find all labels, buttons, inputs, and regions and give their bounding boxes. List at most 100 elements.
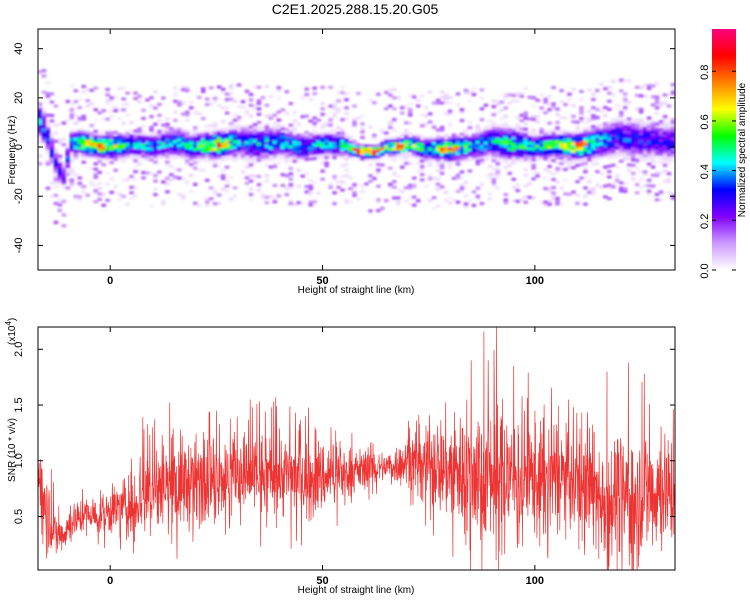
spectrogram-cell <box>268 154 274 158</box>
spectrogram-cell <box>65 162 71 166</box>
spectrogram-cell <box>324 142 329 146</box>
spectrogram-cell <box>296 184 302 189</box>
spectrogram-cell <box>495 173 501 177</box>
spectrogram-cell <box>579 119 584 123</box>
spectrogram-cell <box>439 136 445 140</box>
spectrogram-cell <box>149 171 154 176</box>
spectrogram-cell <box>65 145 71 150</box>
spectrogram-cell <box>630 177 636 181</box>
spectrogram-cell <box>220 141 226 145</box>
spectrogram-cell <box>38 70 43 74</box>
spectrogram-cell <box>276 110 282 114</box>
spectrogram-cell <box>73 197 79 201</box>
spectrogram-cell <box>483 138 489 143</box>
spectrogram-cell <box>614 122 620 126</box>
spectrogram-cell <box>626 133 632 137</box>
spectrogram-cell <box>157 140 162 144</box>
spectrogram-cell <box>153 144 158 148</box>
spectrogram-cell <box>583 126 588 131</box>
spectrogram-cell <box>312 156 317 161</box>
spectrogram-cell <box>109 136 114 140</box>
spectrogram-cell <box>595 134 600 139</box>
spectrogram-cell <box>579 98 584 102</box>
spectrogram-cell <box>204 151 210 155</box>
spectrogram-cell <box>543 151 548 156</box>
spectrogram-cell <box>288 177 294 181</box>
spectrogram-cell <box>208 124 214 128</box>
spectrogram-cell <box>618 113 624 117</box>
spectrogram-cell <box>555 161 560 165</box>
spectrogram-cell <box>117 138 122 142</box>
spectrogram-cell <box>455 157 461 161</box>
spectrogram-cell <box>49 146 55 150</box>
spectrogram-cell <box>173 148 178 152</box>
colorbar-tick-label: 0.8 <box>699 65 711 80</box>
spectrogram-cell <box>646 135 652 139</box>
spectrogram-cell <box>57 203 63 207</box>
spectrogram-cell <box>491 129 497 133</box>
spectrogram-cell <box>288 166 294 171</box>
spectrogram-cell <box>260 196 266 200</box>
spectrogram-cell <box>268 195 274 199</box>
spectrogram-cell <box>587 136 592 140</box>
spectrogram-cell <box>340 91 345 95</box>
spectrogram-cell <box>567 192 572 196</box>
spectrogram-cell <box>618 135 624 139</box>
spectrogram-cell <box>511 139 517 143</box>
spectrogram-cell <box>459 135 465 139</box>
spectrogram-cell <box>248 163 254 167</box>
spectrogram-cell <box>93 140 99 144</box>
spectrogram-cell <box>551 177 556 182</box>
spectrogram-cell <box>575 128 580 132</box>
spectrogram-cell <box>487 129 493 133</box>
spectrogram-cell <box>376 198 381 202</box>
y-tick-label: 0.5 <box>13 509 25 524</box>
spectrogram-cell <box>157 137 162 142</box>
spectrogram-cell <box>419 167 425 171</box>
spectrogram-cell <box>583 129 588 133</box>
spectrogram-cell <box>503 130 509 134</box>
spectrogram-cell <box>543 143 548 147</box>
spectrogram-cell <box>292 140 298 144</box>
spectrogram-cell <box>129 131 134 135</box>
spectrogram-cell <box>630 117 636 121</box>
spectrogram-cell <box>475 197 481 201</box>
spectrogram-cell <box>308 133 314 137</box>
spectrogram-cell <box>121 194 126 198</box>
spectrogram-cell <box>208 137 214 141</box>
spectrogram-cell <box>200 130 206 134</box>
spectrogram-cell <box>224 157 230 161</box>
spectrogram-cell <box>503 136 509 140</box>
x-tick-label: 50 <box>316 275 328 287</box>
spectrogram-cell <box>559 148 564 152</box>
spectrogram-cell <box>236 148 242 152</box>
spectrogram-cell <box>133 132 138 136</box>
spectrogram-cell <box>272 135 278 139</box>
spectrogram-cell <box>439 90 445 94</box>
spectrogram-cell <box>614 124 620 129</box>
spectrogram-cell <box>419 137 425 141</box>
spectrogram-cell <box>547 135 552 139</box>
spectrogram-cell <box>340 85 345 89</box>
spectrogram-cell <box>658 136 664 140</box>
spectrogram-cell <box>296 149 302 153</box>
spectrogram-cell <box>523 141 528 145</box>
spectrogram-cell <box>232 145 238 149</box>
spectrogram-cell <box>81 117 87 121</box>
spectrogram-cell <box>45 81 51 85</box>
spectrogram-cell <box>611 79 616 84</box>
spectrogram-cell <box>248 198 254 202</box>
spectrogram-cell <box>475 159 481 163</box>
spectrogram-cell <box>288 158 294 162</box>
spectrogram-cell <box>264 146 270 151</box>
spectrogram-cell <box>344 144 349 148</box>
spectrogram-cell <box>523 130 528 134</box>
spectrogram-cell <box>320 101 325 106</box>
spectrogram-cell <box>181 128 186 132</box>
spectrogram-cell <box>372 152 377 156</box>
spectrogram-cell <box>121 102 126 107</box>
spectrogram-cell <box>614 138 620 142</box>
spectrogram-cell <box>479 131 485 135</box>
spectrogram-cell <box>173 175 178 179</box>
spectrogram-cell <box>121 148 126 153</box>
